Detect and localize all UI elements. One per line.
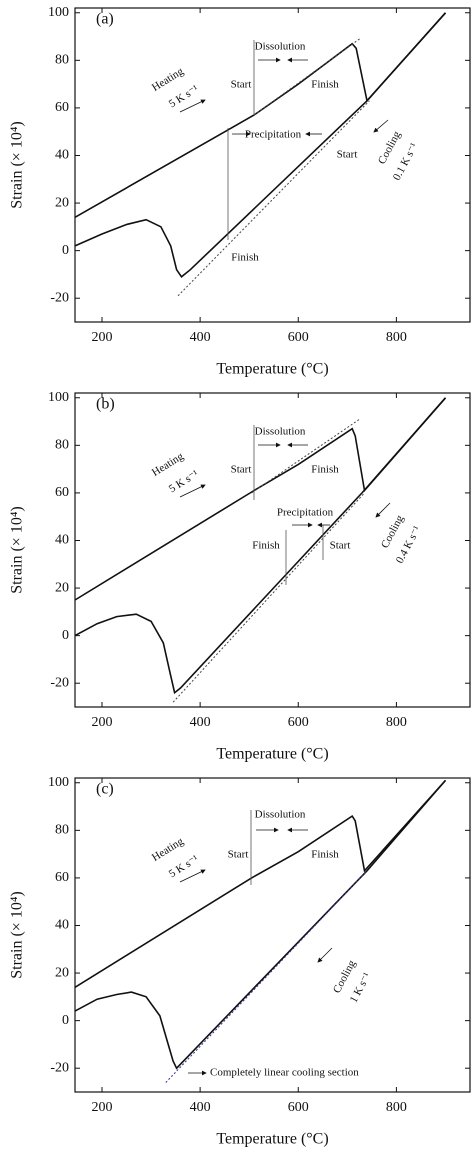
curve: [74, 779, 447, 988]
curve: [165, 870, 368, 1083]
x-tick-label: 800: [386, 1100, 407, 1115]
y-tick-label: 40: [55, 533, 69, 548]
x-axis-label: Temperature (°C): [216, 746, 328, 763]
y-tick-label: 80: [55, 53, 69, 68]
y-tick-label: 0: [62, 1013, 69, 1028]
x-tick-label: 600: [288, 1100, 309, 1115]
y-tick-label: 60: [55, 870, 69, 885]
annotation: Dissolution: [255, 41, 306, 53]
y-tick-label: 20: [55, 195, 69, 210]
curve: [74, 397, 447, 695]
y-tick-label: 100: [48, 390, 69, 405]
y-axis-label: Strain (× 10⁴): [9, 891, 26, 978]
plot-frame: [74, 777, 471, 1093]
arrow: [373, 119, 389, 133]
x-tick-label: 400: [190, 1100, 211, 1115]
annotation: Precipitation: [277, 507, 334, 519]
y-tick-label: 80: [55, 823, 69, 838]
x-tick-label: 200: [91, 715, 112, 730]
annotation: Start: [231, 79, 252, 91]
annotation: Dissolution: [255, 426, 306, 438]
y-tick-label: 60: [55, 485, 69, 500]
curve: [251, 418, 360, 494]
annotation: Finish: [231, 252, 259, 264]
annotation: Start: [337, 149, 358, 161]
annotation: Start: [228, 849, 249, 861]
y-tick-label: 80: [55, 438, 69, 453]
y-tick-label: 0: [62, 243, 69, 258]
arrow: [179, 484, 206, 498]
curve: [172, 492, 365, 703]
curve: [74, 779, 447, 1070]
x-tick-label: 800: [386, 715, 407, 730]
annotation: Precipitation: [245, 129, 302, 141]
panel-label: (a): [96, 11, 114, 28]
y-tick-label: 40: [55, 918, 69, 933]
y-tick-label: 20: [55, 965, 69, 980]
annotation: 5 K s⁻¹: [167, 468, 201, 495]
annotation: Start: [231, 464, 252, 476]
annotation: Finish: [311, 79, 339, 91]
x-tick-label: 600: [288, 330, 309, 345]
x-tick-label: 200: [91, 330, 112, 345]
annotation: Finish: [311, 849, 339, 861]
annotation: Heating: [150, 450, 186, 479]
y-tick-label: 20: [55, 580, 69, 595]
curve: [74, 12, 447, 278]
x-axis-label: Temperature (°C): [216, 1131, 328, 1148]
annotation: Heating: [150, 65, 186, 94]
annotation: Start: [330, 540, 351, 552]
arrow: [317, 947, 333, 963]
plot-frame: [74, 392, 471, 708]
curve: [253, 38, 360, 116]
y-tick-label: -20: [50, 290, 69, 305]
y-tick-label: -20: [50, 675, 69, 690]
arrow: [375, 502, 391, 518]
x-tick-label: 800: [386, 330, 407, 345]
arrow: [179, 869, 206, 883]
annotation: 5 K s⁻¹: [167, 83, 201, 110]
plot-frame: [74, 7, 471, 323]
x-tick-label: 400: [190, 330, 211, 345]
y-tick-label: 40: [55, 148, 69, 163]
x-tick-label: 200: [91, 1100, 112, 1115]
annotation: Heating: [150, 835, 186, 864]
x-axis-label: Temperature (°C): [216, 361, 328, 378]
annotation: Finish: [252, 540, 280, 552]
curve: [177, 100, 370, 297]
annotation: Finish: [311, 464, 339, 476]
y-tick-label: 60: [55, 100, 69, 115]
panel-label: (b): [96, 396, 115, 413]
y-tick-label: -20: [50, 1060, 69, 1075]
x-tick-label: 400: [190, 715, 211, 730]
y-axis-label: Strain (× 10⁴): [9, 121, 26, 208]
panel: 200 400 600 800 -20 0 20 40 60 80 100 Temperature (…: [9, 390, 471, 763]
panel-label: (c): [96, 781, 114, 798]
annotation: 5 K s⁻¹: [167, 853, 201, 880]
annotation: Dissolution: [255, 809, 306, 821]
x-tick-label: 600: [288, 715, 309, 730]
annotation: Completely linear cooling section: [210, 1067, 359, 1079]
y-tick-label: 0: [62, 628, 69, 643]
panel: 200 400 600 800 -20 0 20 40 60 80 100 Temperature (…: [9, 775, 471, 1148]
arrow: [179, 99, 206, 113]
y-axis-label: Strain (× 10⁴): [9, 506, 26, 593]
y-tick-label: 100: [48, 775, 69, 790]
y-tick-label: 100: [48, 5, 69, 20]
panel: 200 400 600 800 -20 0 20 40 60 80 100 Temperature (…: [9, 5, 471, 378]
